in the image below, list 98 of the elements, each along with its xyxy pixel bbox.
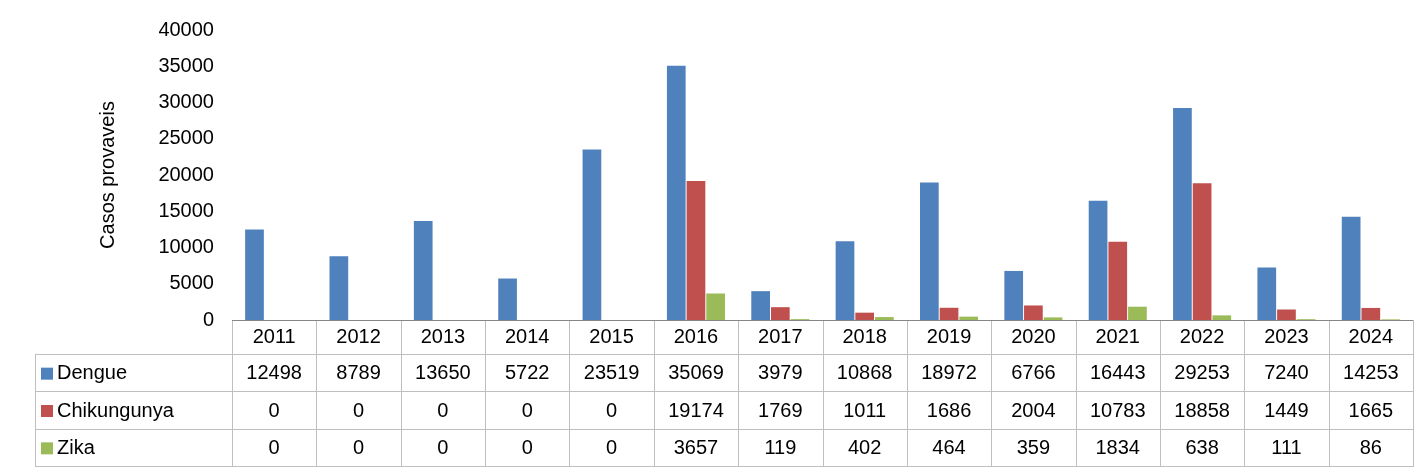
data-label: 0 xyxy=(268,398,280,421)
x-tick-label: 2022 xyxy=(1179,325,1225,348)
data-label: 29253 xyxy=(1174,361,1230,384)
bar xyxy=(1004,270,1024,320)
bar xyxy=(751,291,770,320)
bar xyxy=(770,307,790,320)
data-label: 0 xyxy=(352,398,365,421)
data-label: 0 xyxy=(606,435,618,458)
bar xyxy=(498,278,517,320)
y-tick-label: 5000 xyxy=(169,271,214,294)
data-label: 16443 xyxy=(1089,361,1146,384)
data-label: 18972 xyxy=(921,361,977,384)
x-tick-label: 2015 xyxy=(589,325,634,348)
data-label: 119 xyxy=(764,435,797,458)
bar xyxy=(329,256,349,320)
data-label: 23519 xyxy=(583,361,640,384)
bar xyxy=(1212,315,1232,320)
x-tick-label: 2024 xyxy=(1348,325,1394,348)
bar xyxy=(706,293,725,320)
bar xyxy=(1277,309,1296,320)
bar xyxy=(1173,107,1192,320)
data-label: 14253 xyxy=(1343,361,1399,384)
x-tick-label: 2017 xyxy=(758,325,803,348)
bar xyxy=(1341,216,1361,320)
bar xyxy=(686,180,706,320)
bar xyxy=(855,312,875,320)
data-label: 402 xyxy=(847,435,882,458)
data-label: 1686 xyxy=(926,398,972,421)
data-label: 1449 xyxy=(1264,398,1309,421)
bar xyxy=(1192,183,1212,320)
data-label: 0 xyxy=(521,398,533,421)
bar xyxy=(666,65,686,320)
data-label: 0 xyxy=(437,435,449,458)
bar xyxy=(1128,306,1147,320)
data-label: 10868 xyxy=(836,361,893,384)
y-tick-label: 40000 xyxy=(158,17,214,40)
y-tick-label: 10000 xyxy=(158,235,214,258)
data-label: 0 xyxy=(437,398,449,421)
x-tick-label: 2014 xyxy=(505,325,550,348)
data-label: 111 xyxy=(1271,435,1302,458)
bar xyxy=(582,149,602,320)
bar xyxy=(1108,241,1128,320)
x-tick-label: 2023 xyxy=(1264,325,1309,348)
data-label: 13650 xyxy=(415,361,471,384)
data-label: 5722 xyxy=(505,361,550,384)
data-label: 638 xyxy=(1185,435,1219,458)
x-tick-label: 2016 xyxy=(673,325,719,348)
data-label: 0 xyxy=(606,398,618,421)
data-label: 8789 xyxy=(336,361,381,384)
bar xyxy=(413,221,433,320)
data-label: 0 xyxy=(268,435,280,458)
data-label: 6766 xyxy=(1011,361,1056,384)
data-label: 3657 xyxy=(673,435,719,458)
y-axis-title: Casos provaveis xyxy=(95,101,118,249)
x-tick-label: 2020 xyxy=(1011,325,1056,348)
bar xyxy=(1024,305,1043,320)
y-tick-label: 0 xyxy=(202,307,214,330)
bar xyxy=(875,317,894,320)
bar xyxy=(1361,307,1381,320)
x-tick-label: 2013 xyxy=(420,325,466,348)
y-tick-label: 25000 xyxy=(158,126,214,149)
bar xyxy=(939,307,959,320)
bar xyxy=(1257,267,1277,320)
data-label: 2004 xyxy=(1011,398,1056,421)
bar xyxy=(920,182,939,320)
data-label: 35069 xyxy=(668,361,724,384)
bar xyxy=(1088,200,1108,320)
x-tick-label: 2019 xyxy=(926,325,972,348)
data-label: 12498 xyxy=(246,361,302,384)
y-tick-label: 30000 xyxy=(158,90,214,113)
data-label: 359 xyxy=(1016,435,1051,458)
legend-label: Zika xyxy=(57,435,96,458)
data-label: 0 xyxy=(352,435,365,458)
data-label: 18858 xyxy=(1174,398,1230,421)
bar xyxy=(959,316,979,320)
data-label: 1665 xyxy=(1348,398,1394,421)
y-tick-label: 20000 xyxy=(158,162,214,185)
x-tick-label: 2011 xyxy=(252,325,296,348)
data-label: 86 xyxy=(1359,435,1382,458)
data-label: 7240 xyxy=(1264,361,1309,384)
legend-label: Dengue xyxy=(57,361,128,384)
bar xyxy=(245,229,264,320)
data-label: 1834 xyxy=(1095,435,1140,458)
data-label: 10783 xyxy=(1089,398,1146,421)
x-tick-label: 2018 xyxy=(842,325,887,348)
data-label: 0 xyxy=(521,435,533,458)
bar xyxy=(835,241,855,320)
x-tick-label: 2012 xyxy=(336,325,381,348)
legend-label: Chikungunya xyxy=(57,398,175,421)
data-label: 3979 xyxy=(758,361,803,384)
y-tick-label: 35000 xyxy=(158,53,214,76)
data-label: 1769 xyxy=(758,398,803,421)
bar xyxy=(1043,317,1063,320)
data-label: 1011 xyxy=(843,398,887,421)
x-tick-label: 2021 xyxy=(1095,325,1140,348)
data-label: 464 xyxy=(932,435,966,458)
data-label: 19174 xyxy=(668,398,724,421)
y-tick-label: 15000 xyxy=(158,198,214,221)
